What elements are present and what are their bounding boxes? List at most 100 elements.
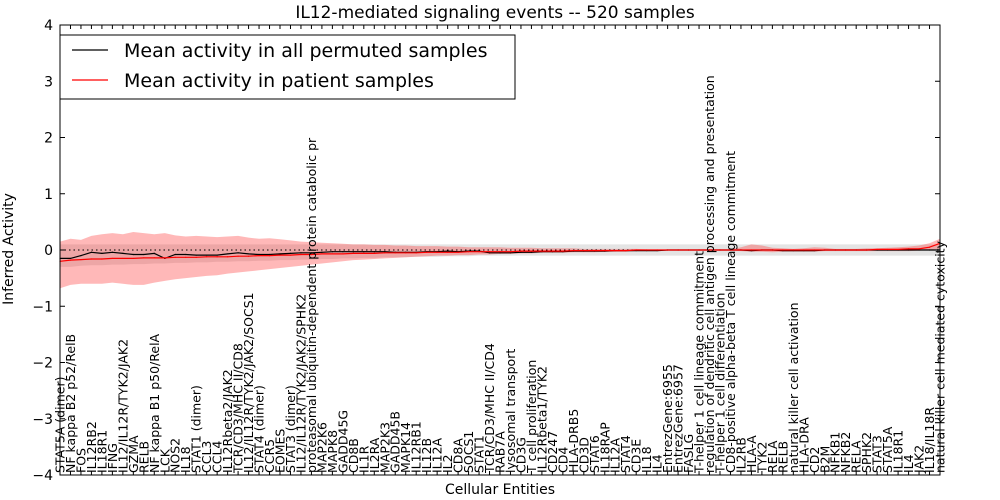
x-tick-label: IL18R1 <box>891 430 906 473</box>
series-2-point <box>174 256 176 258</box>
series-2-point <box>761 249 763 251</box>
x-tick-label: TCR/CD3/MHC II/CD4 <box>482 343 497 474</box>
x-tick-label: IL18 <box>178 446 193 473</box>
series-1-point <box>509 252 512 254</box>
series-2-point <box>499 251 501 253</box>
series-2-point <box>363 252 365 254</box>
series-1-point <box>258 253 260 256</box>
series-1-point <box>918 249 920 251</box>
series-2-point <box>572 249 574 252</box>
x-tick-label: TCR/CD3/MHC II/CD8 <box>231 343 246 474</box>
y-tick-label: 3 <box>44 74 53 90</box>
series-1-point <box>520 251 522 253</box>
series-2-point <box>394 252 396 254</box>
x-tick-label: IL12/IL12R/TYK2/JAK2/SPHK2 <box>294 294 309 473</box>
series-1-point <box>530 251 533 253</box>
series-2-point <box>635 249 637 251</box>
series-2-point <box>153 257 155 259</box>
x-tick-label: EntrezGene:6955 <box>660 364 675 473</box>
x-tick-label: NF kappa B2 p52/RelB <box>63 334 78 473</box>
x-tick-label: STAT5A (dimer) <box>53 377 68 473</box>
series-2-point <box>708 249 711 251</box>
x-tick-label: CCR5 <box>262 439 277 473</box>
x-tick-label: IL12Rbeta1/TYK2 <box>534 366 549 473</box>
y-tick-label: 0 <box>44 243 53 259</box>
series-2-point <box>279 254 281 256</box>
series-2-point <box>488 251 491 253</box>
x-tick-label: GZMA <box>126 435 141 473</box>
x-tick-label: RELB <box>775 441 790 473</box>
x-tick-label: RELB <box>136 441 151 473</box>
series-2-point <box>227 256 229 258</box>
patient-band <box>60 232 940 289</box>
x-tick-label: IL2RB <box>734 437 749 473</box>
series-2-point <box>457 251 459 253</box>
y-tick-label: 2 <box>44 131 53 147</box>
series-1-point <box>195 254 197 256</box>
x-tick-label: CCL3 <box>199 441 214 473</box>
x-tick-label: CD8A <box>451 438 466 473</box>
series-1-point <box>90 251 93 253</box>
series-1-point <box>384 251 386 253</box>
series-2-point <box>185 256 187 258</box>
series-2-point <box>520 250 522 252</box>
x-tick-label: IL12A <box>430 437 445 473</box>
series-2-point <box>855 249 857 251</box>
x-tick-label: LCK <box>157 448 172 473</box>
x-tick-label: IL12RB2 <box>84 421 99 473</box>
series-2-point <box>876 248 878 251</box>
x-tick-label: STAT4 (dimer) <box>252 385 267 473</box>
x-tick-label: IL12B <box>419 438 434 473</box>
series-2-point <box>834 249 836 251</box>
y-tick-label: −4 <box>32 468 53 484</box>
series-2-point <box>625 249 627 252</box>
series-1-point <box>373 251 375 253</box>
series-2-point <box>907 248 910 250</box>
series-2-point <box>792 249 794 251</box>
series-2-point <box>101 258 103 260</box>
series-1-point <box>300 252 302 254</box>
y-axis-label: Inferred Activity <box>1 193 17 305</box>
x-tick-label: MAPK14 <box>398 422 413 473</box>
x-tick-label: MAP2K6 <box>314 422 329 473</box>
series-2-point <box>415 252 417 254</box>
series-2-point <box>667 249 669 251</box>
x-tick-label: natural killer cell mediated cytoxicity <box>933 240 948 473</box>
x-tick-label: STAT1 (dimer) <box>189 385 204 473</box>
series-1-point <box>331 251 333 253</box>
x-tick-label: IL12/IL12R/TYK2/JAK2/SOCS1 <box>241 292 256 473</box>
series-2-point <box>216 256 218 258</box>
x-tick-label: GADD45B <box>388 411 403 473</box>
x-tick-label: CCL4 <box>210 441 225 473</box>
legend-box <box>59 34 516 100</box>
x-tick-label: natural killer cell activation <box>786 302 801 473</box>
series-1-point <box>279 253 281 255</box>
series-2-point <box>604 249 606 252</box>
series-2-point <box>750 249 753 251</box>
x-tick-label: STAT5A <box>880 426 895 473</box>
x-tick-label: IL18/IL18R <box>922 407 937 473</box>
x-tick-label: MAP2K3 <box>377 422 392 473</box>
series-2-point <box>530 250 533 252</box>
series-1-point <box>363 251 365 253</box>
series-2-point <box>771 249 773 251</box>
x-tick-label: STAT4 <box>618 435 633 473</box>
x-tick-label: GADD45G <box>335 410 350 473</box>
x-tick-label: STAT1 <box>472 435 487 473</box>
x-tick-label: IL2RA <box>367 437 382 473</box>
x-tick-label: regulation of dendritic cell antigen pro… <box>702 75 717 473</box>
series-2-point <box>80 258 82 261</box>
series-1-point <box>289 252 292 254</box>
series-2-point <box>331 253 333 255</box>
x-tick-label: IFNG <box>105 443 120 473</box>
series-1-point <box>111 251 113 253</box>
legend: Mean activity in all permuted samples Mea… <box>59 34 516 100</box>
series-1-point <box>342 251 344 253</box>
series-1-point <box>321 251 323 253</box>
y-tick-label: −2 <box>32 356 53 372</box>
series-2-point <box>300 253 302 256</box>
series-1-point <box>216 254 218 256</box>
y-tick-label: −3 <box>32 412 53 428</box>
series-2-point <box>436 251 438 253</box>
series-2-point <box>656 249 658 251</box>
